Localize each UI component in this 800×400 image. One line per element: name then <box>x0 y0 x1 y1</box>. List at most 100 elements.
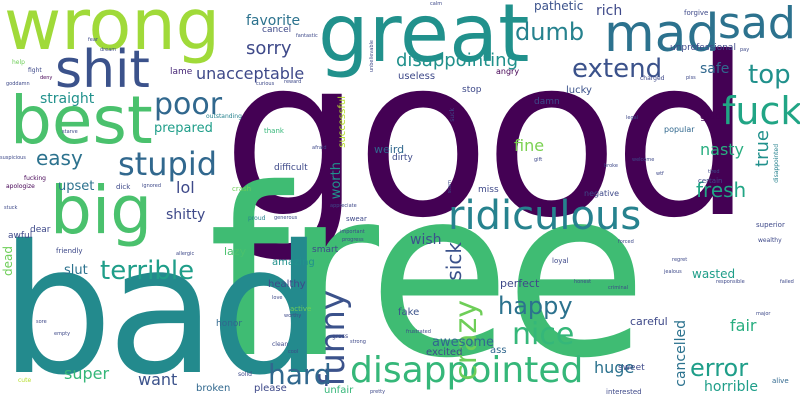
word-criminal: criminal <box>608 285 629 291</box>
word-unfair: unfair <box>324 385 354 396</box>
word-afraid: afraid <box>312 145 327 151</box>
word-dick: dick <box>116 183 131 191</box>
word-angry: angry <box>496 67 520 76</box>
word-fucking: fucking <box>24 175 46 182</box>
word-gift: gift <box>534 157 543 163</box>
word-lazy: lazy <box>224 245 247 258</box>
word-ridiculous: ridiculous <box>448 193 642 239</box>
word-shitty: shitty <box>166 207 206 223</box>
word-poor: poor <box>154 87 223 122</box>
word-honest: honest <box>574 279 592 285</box>
word-want: want <box>138 370 178 389</box>
word-big: big <box>50 172 153 249</box>
word-wish: wish <box>410 232 442 248</box>
word-disappointing: disappointing <box>396 50 519 71</box>
word-useless: useless <box>398 71 436 82</box>
word-worthy: worthy <box>284 313 302 319</box>
word-solid: solid <box>238 371 252 378</box>
word-interested: interested <box>606 388 642 396</box>
word-certain: certain <box>698 177 723 185</box>
word-cancel: cancel <box>262 25 292 35</box>
word-alive: alive <box>772 377 789 385</box>
word-worth: worth <box>329 162 344 200</box>
word-starve: starve <box>62 129 78 135</box>
word-weird: weird <box>374 143 405 156</box>
word-glad: glad <box>700 111 722 122</box>
word-huge: huge <box>594 358 635 377</box>
word-regret: regret <box>672 257 688 263</box>
word-wealthy: wealthy <box>758 237 782 244</box>
word-suspicious: suspicious <box>0 155 26 161</box>
word-happy: happy <box>498 292 573 320</box>
word-forgive: forgive <box>684 9 709 17</box>
word-unacceptable: unacceptable <box>196 64 305 83</box>
word-fake: fake <box>398 307 420 318</box>
word-failed: failed <box>780 279 794 285</box>
word-super: super <box>64 364 110 383</box>
word-reward: reward <box>284 79 302 85</box>
word-jealous: jealous <box>664 269 682 275</box>
word-frustrated: frustrated <box>406 329 431 335</box>
word-cool: cool <box>288 349 299 355</box>
word-legal: legal <box>626 115 639 121</box>
word-fantastic: fantastic <box>296 33 318 39</box>
word-friendly: friendly <box>56 247 83 255</box>
word-straight: straight <box>40 91 95 107</box>
word-dream: dream <box>100 47 117 53</box>
word-apologize: apologize <box>6 183 35 190</box>
word-awesome: awesome <box>432 335 494 350</box>
word-fresh: fresh <box>696 178 747 202</box>
word-crash: crash <box>232 185 252 193</box>
word-ignored: ignored <box>142 183 161 189</box>
word-please: please <box>254 383 287 394</box>
word-swear: swear <box>346 215 367 223</box>
word-fight: fight <box>28 67 42 74</box>
word-horrible: horrible <box>704 379 758 395</box>
word-popular: popular <box>664 125 695 134</box>
word-honor: honor <box>216 319 243 329</box>
word-sick: sick <box>442 242 466 281</box>
word-smart: smart <box>312 245 339 255</box>
word-cancelled: cancelled <box>673 320 689 387</box>
word-fuck: fuck <box>722 89 800 133</box>
word-shit: shit <box>55 40 150 100</box>
word-scam: scam <box>447 180 453 194</box>
word-fine: fine <box>514 136 545 155</box>
word-safe: safe <box>700 61 730 77</box>
word-careful: careful <box>630 315 668 328</box>
word-appreciate: appreciate <box>330 203 357 209</box>
word-active: active <box>290 305 312 313</box>
word-nasty: nasty <box>700 140 745 159</box>
word-sorry: sorry <box>246 38 292 59</box>
word-wrong: wrong <box>4 0 221 66</box>
word-excited: excited <box>426 347 463 358</box>
word-charged: charged <box>640 75 665 82</box>
word-dirty: dirty <box>392 153 413 163</box>
word-slut: slut <box>64 263 88 278</box>
word-wasted: wasted <box>692 267 736 281</box>
word-allergic: allergic <box>176 251 195 257</box>
word-superior: superior <box>756 221 785 229</box>
word-thank: thank <box>264 127 284 135</box>
word-great: great <box>318 0 530 80</box>
word-top: top <box>748 60 791 90</box>
word-lame: lame <box>170 67 193 77</box>
word-upset: upset <box>58 179 95 194</box>
word-outstanding: outstanding <box>206 113 242 120</box>
word-tired: tired <box>708 169 720 175</box>
word-stupid: stupid <box>118 145 218 183</box>
word-sweet: sweet <box>618 363 645 373</box>
word-proud: proud <box>248 215 266 222</box>
word-pretty: pretty <box>370 389 386 395</box>
word-sore: sore <box>36 319 47 325</box>
word-welcome: welcome <box>632 157 655 163</box>
word-goddamn: goddamn <box>6 81 30 87</box>
word-disappointed: disappointed <box>350 350 584 391</box>
word-sad: sad <box>718 0 796 49</box>
word-terrible: terrible <box>100 256 195 286</box>
word-empty: empty <box>54 331 71 337</box>
word-disappointed-small: disappointed <box>773 144 780 183</box>
word-progress: progress <box>342 237 364 243</box>
word-best: best <box>10 82 153 159</box>
word-hard: hard <box>268 358 332 391</box>
